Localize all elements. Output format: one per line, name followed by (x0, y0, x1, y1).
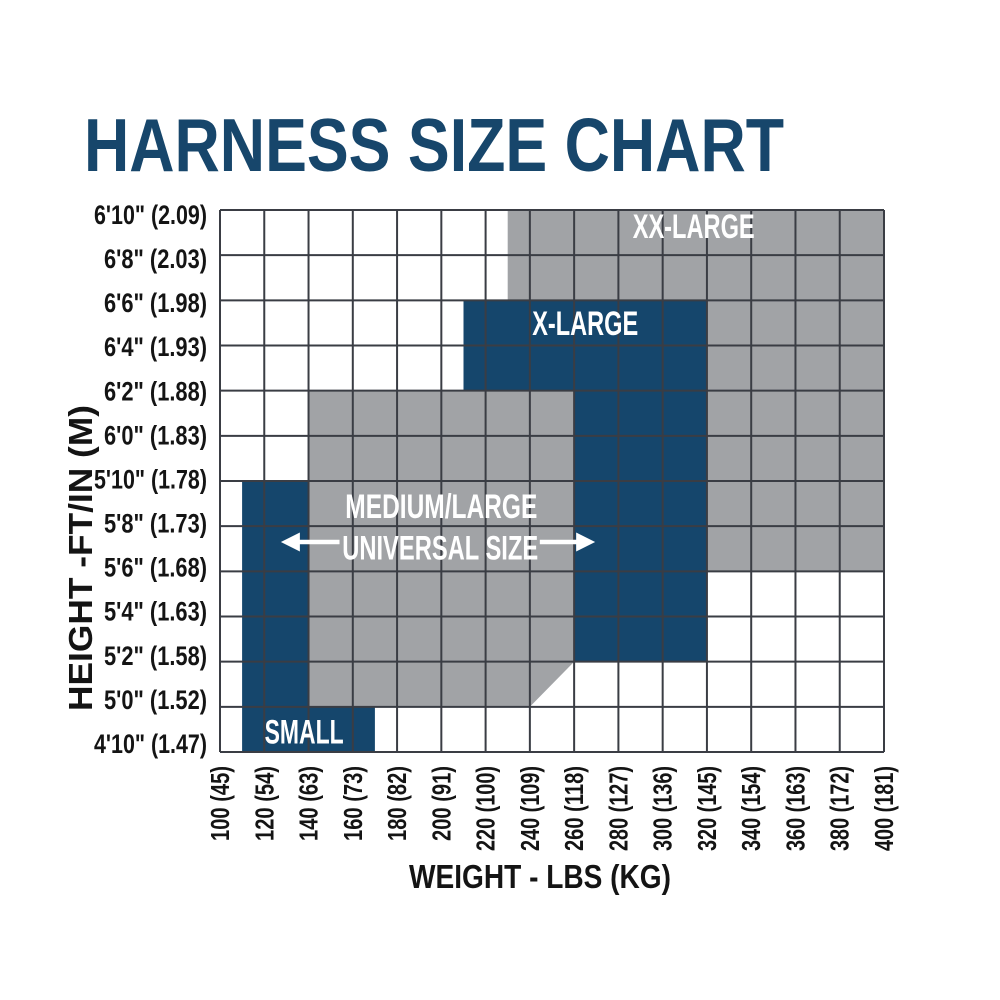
x-tick-label: 200 (91) (426, 766, 456, 841)
x-tick-label: 140 (63) (294, 766, 324, 841)
x-tick-label: 340 (154) (736, 766, 766, 851)
y-tick-label: 6'2" (1.88) (104, 376, 207, 406)
region-label-xx-large: XX-LARGE (633, 208, 755, 246)
x-tick-label: 100 (45) (205, 766, 235, 841)
y-tick-label: 6'4" (1.93) (104, 332, 207, 362)
y-tick-label: 5'10" (1.78) (94, 465, 207, 495)
x-tick-label: 120 (54) (249, 766, 279, 841)
x-tick-label: 280 (127) (603, 766, 633, 851)
x-tick-label: 260 (118) (559, 766, 589, 851)
x-tick-label: 380 (172) (825, 766, 855, 851)
x-tick-label: 160 (73) (338, 766, 368, 841)
y-tick-label: 4'10" (1.47) (94, 729, 207, 759)
x-tick-label: 320 (145) (692, 766, 722, 851)
x-tick-label: 300 (136) (648, 766, 678, 851)
y-tick-label: 6'0" (1.83) (104, 420, 207, 450)
y-tick-label: 6'8" (2.03) (104, 244, 207, 274)
y-axis-title: HEIGHT -FT/IN (M) (62, 405, 99, 711)
y-tick-label: 5'6" (1.68) (104, 553, 207, 583)
y-tick-label: 5'4" (1.63) (104, 597, 207, 627)
x-tick-label: 220 (100) (471, 766, 501, 851)
y-tick-label: 5'8" (1.73) (104, 509, 207, 539)
page-title: HARNESS SIZE CHART (84, 103, 784, 187)
y-tick-label: 6'10" (2.09) (94, 200, 207, 230)
region-label-medium-large-universal: MEDIUM/LARGE (345, 488, 537, 526)
x-tick-label: 400 (181) (869, 766, 899, 851)
y-tick-label: 5'2" (1.58) (104, 641, 207, 671)
x-tick-label: 240 (109) (515, 766, 545, 851)
y-tick-label: 6'6" (1.98) (104, 288, 207, 318)
region-label-medium-large-universal: UNIVERSAL SIZE (342, 530, 538, 568)
universal-size-arrow-head (576, 532, 596, 552)
y-tick-label: 5'0" (1.52) (104, 685, 207, 715)
x-axis-title: WEIGHT - LBS (KG) (409, 858, 671, 895)
region-label-x-large: X-LARGE (532, 305, 638, 343)
universal-size-arrow-head (280, 532, 300, 552)
x-tick-label: 180 (82) (382, 766, 412, 841)
x-tick-label: 360 (163) (781, 766, 811, 851)
region-label-small: SMALL (265, 714, 344, 752)
